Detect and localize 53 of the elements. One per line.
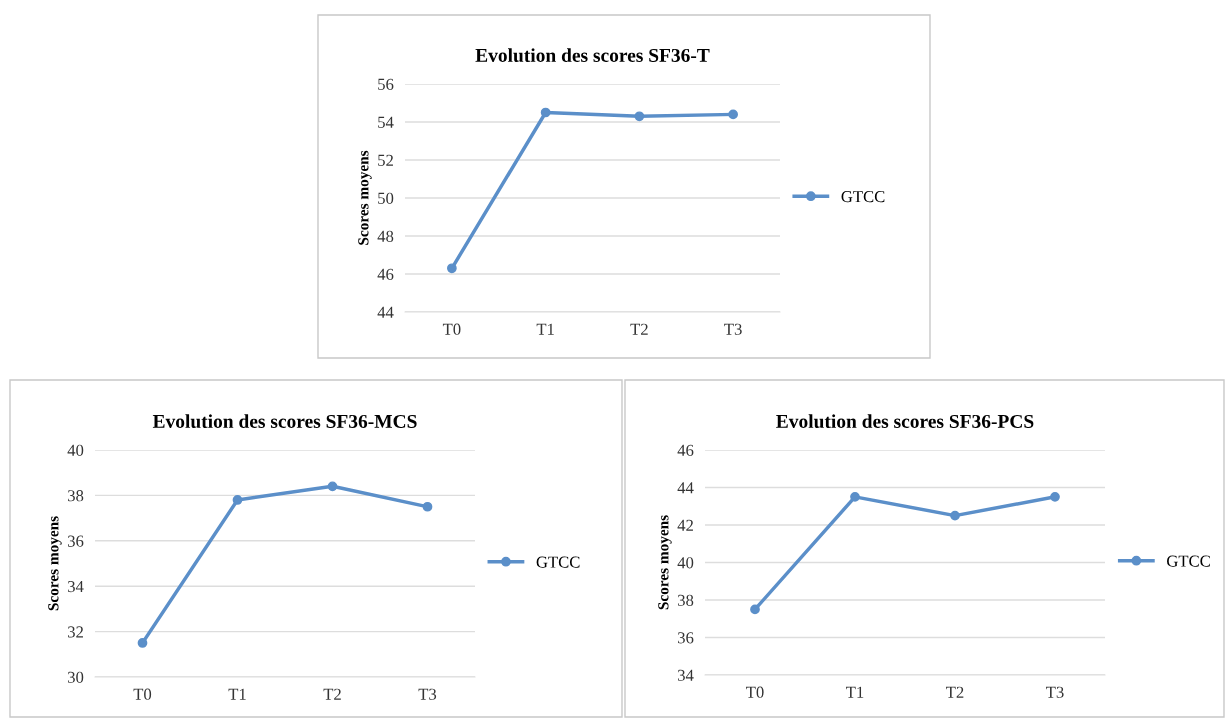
point [422, 501, 433, 512]
y-tick-label: 46 [677, 444, 694, 456]
y-tick-label: 56 [378, 78, 394, 90]
y-tick-label: 44 [377, 306, 394, 318]
y-tick-label: 36 [68, 535, 84, 547]
legend-label: GTCC [1167, 555, 1210, 567]
y-tick-label: 40 [677, 557, 694, 569]
chart-title: Evolution des scores SF36-MCS [152, 414, 417, 429]
y-axis-title: Scores moyens [48, 516, 62, 611]
x-tick-label: T3 [418, 688, 437, 700]
y-tick-label: 44 [677, 482, 694, 494]
y-axis-title: Scores moyens [658, 515, 672, 610]
point [1050, 492, 1060, 502]
x-tick-label: T3 [724, 323, 742, 335]
x-tick-label: T1 [536, 323, 554, 335]
x-tick-label: T0 [442, 323, 461, 335]
y-tick-label: 34 [68, 580, 84, 593]
x-tick-label: T0 [133, 688, 152, 700]
y-tick-label: 32 [68, 626, 83, 638]
y-tick-label: 54 [378, 116, 394, 128]
point [634, 111, 645, 122]
chart-title: Evolution des scores SF36-T [475, 48, 710, 63]
y-tick-label: 34 [678, 669, 694, 681]
point [950, 510, 960, 521]
y-tick-label: 38 [68, 490, 84, 502]
y-tick-label: 38 [678, 594, 694, 606]
y-tick-label: 50 [378, 192, 394, 204]
y-tick-label: 48 [377, 230, 394, 242]
x-tick-label: T0 [746, 686, 764, 698]
x-tick-label: T3 [1046, 686, 1064, 698]
point [750, 604, 760, 615]
point [540, 107, 551, 118]
x-tick-label: T1 [846, 686, 864, 698]
x-tick-label: T2 [323, 688, 341, 700]
legend-label: GTCC [536, 556, 580, 568]
y-axis-title: Scores moyens [358, 150, 372, 245]
legend-label: GTCC [841, 191, 885, 203]
y-tick-label: 30 [68, 671, 84, 683]
y-tick-label: 52 [378, 154, 393, 166]
x-tick-label: T1 [228, 688, 246, 700]
x-tick-label: T2 [946, 686, 964, 698]
point [850, 492, 860, 502]
x-tick-label: T2 [630, 323, 648, 335]
y-tick-label: 42 [677, 519, 693, 531]
chart-title: Evolution des scores SF36-PCS [776, 414, 1034, 429]
point [232, 495, 243, 505]
y-tick-label: 40 [67, 444, 84, 456]
y-tick-label: 36 [678, 632, 694, 644]
point [327, 481, 338, 492]
point [728, 109, 738, 120]
point [137, 638, 148, 648]
point [447, 263, 457, 274]
y-tick-label: 46 [377, 268, 394, 280]
